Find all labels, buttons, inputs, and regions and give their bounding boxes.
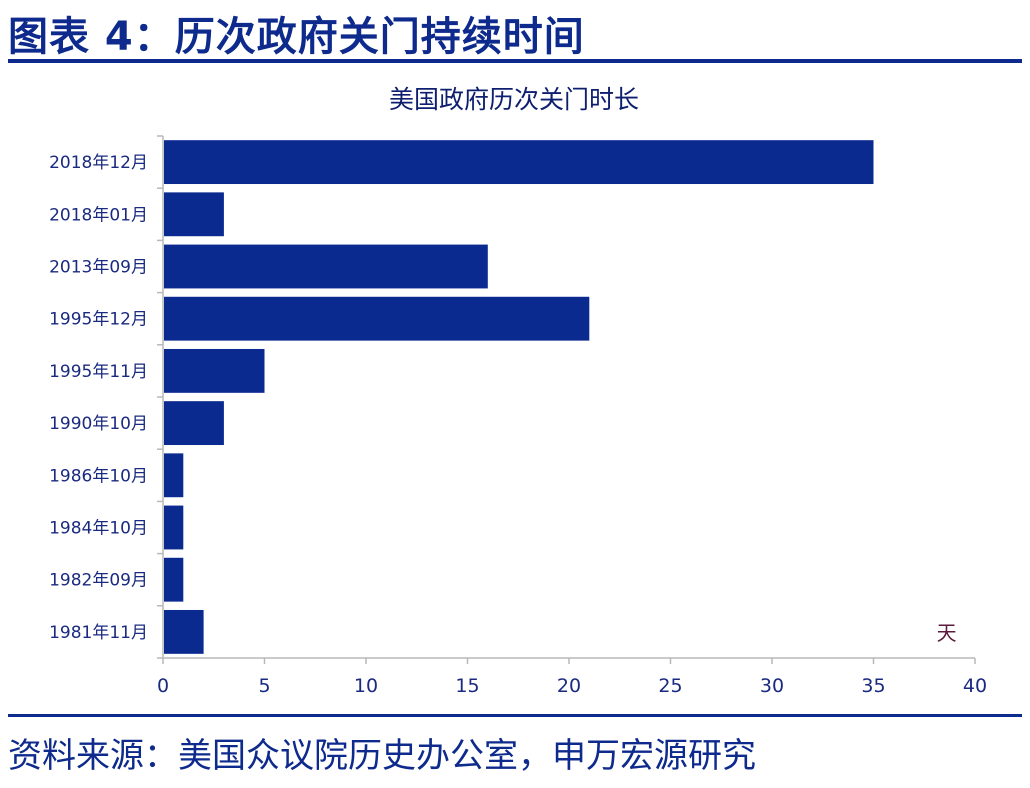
- x-tick-label: 35: [861, 675, 885, 697]
- bar: [164, 609, 204, 654]
- x-tick-label: 0: [157, 675, 169, 697]
- x-tick-label: 25: [658, 675, 682, 697]
- bar: [164, 140, 874, 185]
- y-tick-label: 1995年12月: [49, 310, 148, 330]
- x-tick-marks: 0 5 10 15 20 25 30 35 40: [157, 658, 987, 697]
- y-tick-label: 1995年11月: [49, 362, 148, 382]
- bars-layer: [164, 140, 874, 654]
- y-tick-marks: [157, 135, 163, 659]
- y-tick-labels: 2018年12月 2018年01月 2013年09月 1995年12月 1995年11月…: [49, 153, 148, 643]
- x-tick-label: 15: [455, 675, 479, 697]
- bar: [164, 348, 265, 393]
- y-tick-label: 2013年09月: [49, 258, 148, 278]
- x-tick-label: 20: [557, 675, 581, 697]
- y-tick-label: 1982年09月: [49, 571, 148, 591]
- y-tick-label: 1984年10月: [49, 519, 148, 539]
- bar: [164, 296, 590, 341]
- y-tick-label: 1990年10月: [49, 414, 148, 434]
- y-tick-label: 1981年11月: [49, 623, 148, 643]
- y-tick-label: 2018年01月: [49, 205, 148, 225]
- source-note: 资料来源：美国众议院历史办公室，申万宏源研究: [8, 736, 756, 776]
- bar: [164, 244, 488, 289]
- y-tick-label: 1986年10月: [49, 466, 148, 486]
- figure-title: 图表 4：历次政府关门持续时间: [8, 14, 585, 60]
- title-divider: [8, 59, 1022, 63]
- x-tick-label: 5: [258, 675, 270, 697]
- x-tick-label: 40: [963, 675, 987, 697]
- y-tick-label: 2018年12月: [49, 153, 148, 173]
- bar: [164, 192, 224, 237]
- bar: [164, 401, 224, 446]
- source-divider: [8, 714, 1022, 717]
- bar: [164, 505, 184, 550]
- x-tick-label: 10: [354, 675, 378, 697]
- x-tick-label: 30: [760, 675, 784, 697]
- bar-chart: 美国政府历次关门时长 2018年12月 2018年01月 2013年09月 1995年…: [49, 85, 987, 697]
- bar: [164, 453, 184, 498]
- chart-title: 美国政府历次关门时长: [389, 85, 639, 114]
- x-axis-unit-label: 天: [937, 621, 957, 645]
- bar: [164, 557, 184, 602]
